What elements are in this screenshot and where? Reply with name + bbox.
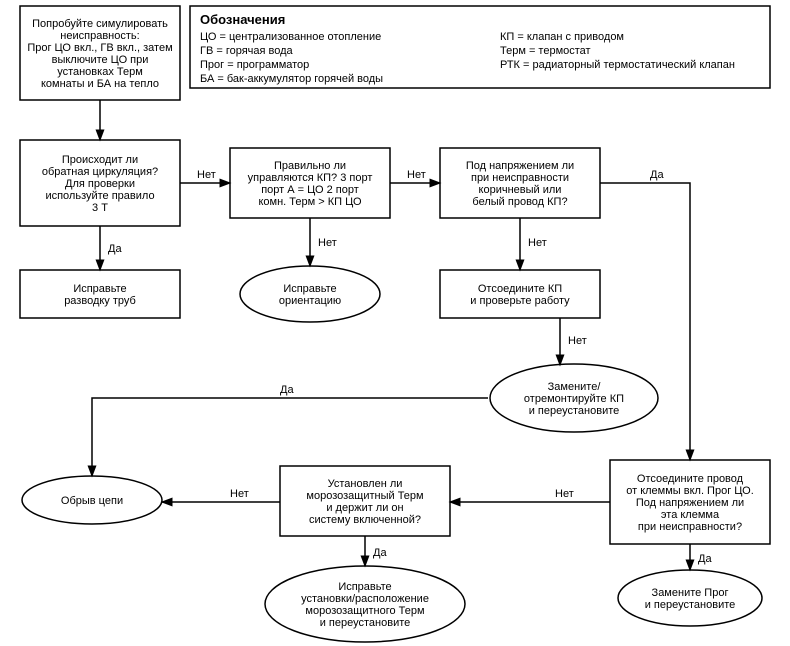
- svg-text:управляются КП? 3 порт: управляются КП? 3 порт: [248, 172, 373, 184]
- svg-text:Исправьте: Исправьте: [73, 283, 126, 295]
- svg-text:Отсоедините провод: Отсоедините провод: [637, 473, 744, 485]
- svg-text:Прог ЦО вкл., ГВ вкл., затем: Прог ЦО вкл., ГВ вкл., затем: [27, 42, 172, 54]
- svg-text:ориентацию: ориентацию: [279, 295, 341, 307]
- svg-text:выключите ЦО при: выключите ЦО при: [52, 54, 149, 66]
- svg-text:при неисправности?: при неисправности?: [638, 521, 742, 533]
- svg-text:используйте правило: используйте правило: [45, 190, 154, 202]
- svg-text:РТК = радиаторный термостатиче: РТК = радиаторный термостатический клапа…: [500, 59, 735, 71]
- svg-text:БА = бак-аккумулятор горячей в: БА = бак-аккумулятор горячей воды: [200, 73, 383, 85]
- edge-label-10: Нет: [230, 488, 249, 500]
- svg-text:морозозащитный Терм: морозозащитный Терм: [306, 490, 423, 502]
- svg-text:Правильно ли: Правильно ли: [274, 160, 346, 172]
- svg-text:Исправьте: Исправьте: [283, 283, 336, 295]
- svg-text:Под напряжением ли: Под напряжением ли: [636, 497, 744, 509]
- svg-text:и переустановите: и переустановите: [529, 405, 620, 417]
- svg-text:систему включенной?: систему включенной?: [309, 514, 421, 526]
- edge-label-7: Нет: [568, 335, 587, 347]
- svg-text:эта клемма: эта клемма: [661, 509, 720, 521]
- svg-text:ГВ = горячая вода: ГВ = горячая вода: [200, 45, 294, 57]
- svg-text:Попробуйте симулировать: Попробуйте симулировать: [32, 18, 168, 30]
- svg-text:ЦО = централизованное отоплени: ЦО = централизованное отопление: [200, 31, 381, 43]
- edge-label-5: Нет: [528, 237, 547, 249]
- svg-text:Замените Прог: Замените Прог: [652, 587, 729, 599]
- svg-text:и проверьте работу: и проверьте работу: [470, 295, 570, 307]
- legend-title: Обозначения: [200, 12, 285, 27]
- svg-text:установки/расположение: установки/расположение: [301, 593, 429, 605]
- edge-label-1: Нет: [197, 169, 216, 181]
- svg-text:установках Терм: установках Терм: [57, 66, 143, 78]
- svg-text:морозозащитного Терм: морозозащитного Терм: [305, 605, 424, 617]
- svg-text:разводку труб: разводку труб: [64, 295, 136, 307]
- svg-text:Исправьте: Исправьте: [338, 581, 391, 593]
- svg-text:белый провод КП?: белый провод КП?: [472, 196, 567, 208]
- svg-text:при неисправности: при неисправности: [471, 172, 569, 184]
- edge-label-6: Да: [650, 169, 664, 181]
- svg-text:Замените/: Замените/: [548, 381, 602, 393]
- svg-text:Отсоедините КП: Отсоедините КП: [478, 283, 562, 295]
- svg-text:Под напряжением ли: Под напряжением ли: [466, 160, 574, 172]
- svg-text:Для проверки: Для проверки: [65, 178, 135, 190]
- svg-text:неисправность:: неисправность:: [60, 30, 139, 42]
- svg-text:и переустановите: и переустановите: [645, 599, 736, 611]
- svg-text:Прог = программатор: Прог = программатор: [200, 59, 309, 71]
- edge-label-4: Нет: [318, 237, 337, 249]
- edge-label-3: Да: [108, 243, 122, 255]
- svg-text:порт А = ЦО 2 порт: порт А = ЦО 2 порт: [261, 184, 359, 196]
- flowchart-canvas: Обозначения ЦО = централизованное отоплен…: [0, 0, 790, 646]
- edge-label-8: Да: [280, 384, 294, 396]
- svg-text:Терм = термостат: Терм = термостат: [500, 45, 591, 57]
- edge-label-11: Да: [373, 547, 387, 559]
- svg-text:отремонтируйте КП: отремонтируйте КП: [524, 393, 624, 405]
- edge-8: [92, 398, 488, 476]
- svg-text:3 Т: 3 Т: [92, 202, 108, 214]
- edge-label-2: Нет: [407, 169, 426, 181]
- svg-text:КП = клапан с приводом: КП = клапан с приводом: [500, 31, 624, 43]
- svg-text:Установлен ли: Установлен ли: [328, 478, 403, 490]
- edge-label-9: Нет: [555, 488, 574, 500]
- svg-text:и переустановите: и переустановите: [320, 617, 411, 629]
- svg-text:комн. Терм > КП ЦО: комн. Терм > КП ЦО: [258, 196, 362, 208]
- svg-text:от клеммы вкл. Прог ЦО.: от клеммы вкл. Прог ЦО.: [626, 485, 754, 497]
- svg-text:Происходит ли: Происходит ли: [62, 154, 138, 166]
- svg-text:и держит ли он: и держит ли он: [326, 502, 403, 514]
- svg-text:Обрыв цепи: Обрыв цепи: [61, 495, 123, 507]
- svg-text:коричневый или: коричневый или: [479, 184, 562, 196]
- svg-text:обратная циркуляция?: обратная циркуляция?: [42, 166, 158, 178]
- svg-text:комнаты и БА на тепло: комнаты и БА на тепло: [41, 78, 159, 90]
- edge-label-12: Да: [698, 553, 712, 565]
